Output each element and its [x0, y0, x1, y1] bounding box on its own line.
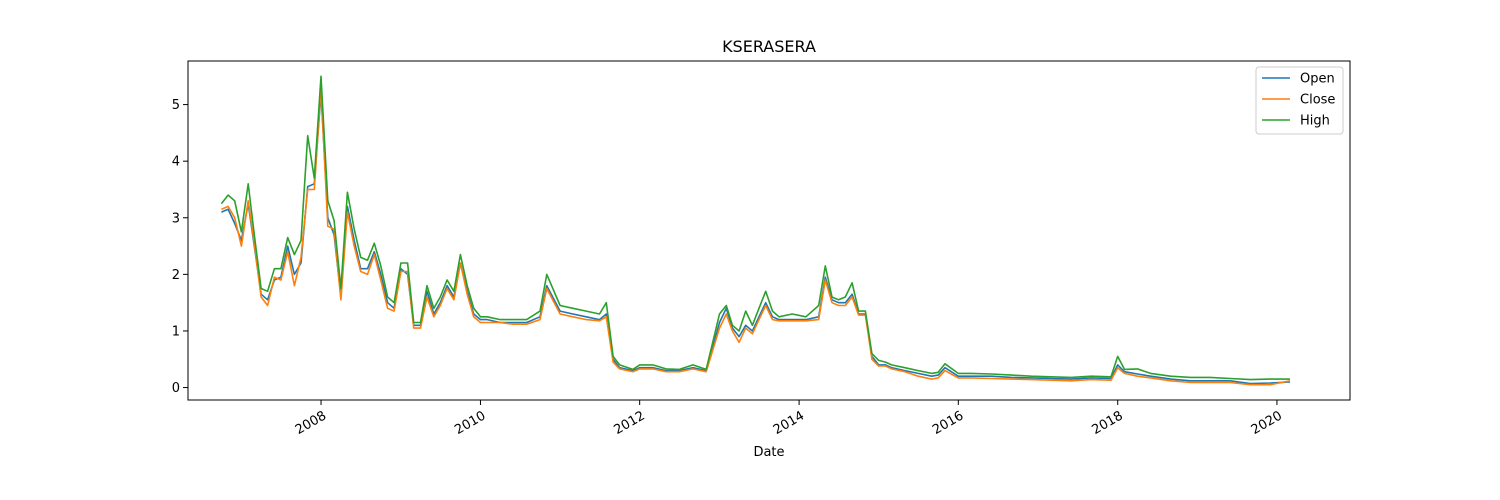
y-tick-label: 4 — [172, 155, 180, 170]
plot-frame — [187, 60, 1351, 401]
y-tick-label: 3 — [172, 211, 180, 226]
legend: Open Close High — [1255, 66, 1344, 135]
series-line-high — [220, 75, 1290, 381]
chart-title: KSERASERA — [722, 37, 816, 56]
y-axis: 0 1 2 3 4 5 — [172, 98, 188, 396]
y-tick-label: 0 — [172, 381, 180, 396]
legend-label-close: Close — [1300, 93, 1335, 108]
legend-box — [1255, 66, 1344, 135]
y-tick-label: 1 — [172, 324, 180, 339]
y-tick-label: 5 — [172, 98, 180, 113]
y-tick-label: 2 — [172, 268, 180, 283]
series-line-close — [221, 86, 1291, 386]
legend-label-high: High — [1300, 114, 1330, 129]
legend-label-open: Open — [1300, 72, 1335, 87]
series-layer — [220, 75, 1291, 386]
x-axis-label: Date — [753, 445, 784, 460]
